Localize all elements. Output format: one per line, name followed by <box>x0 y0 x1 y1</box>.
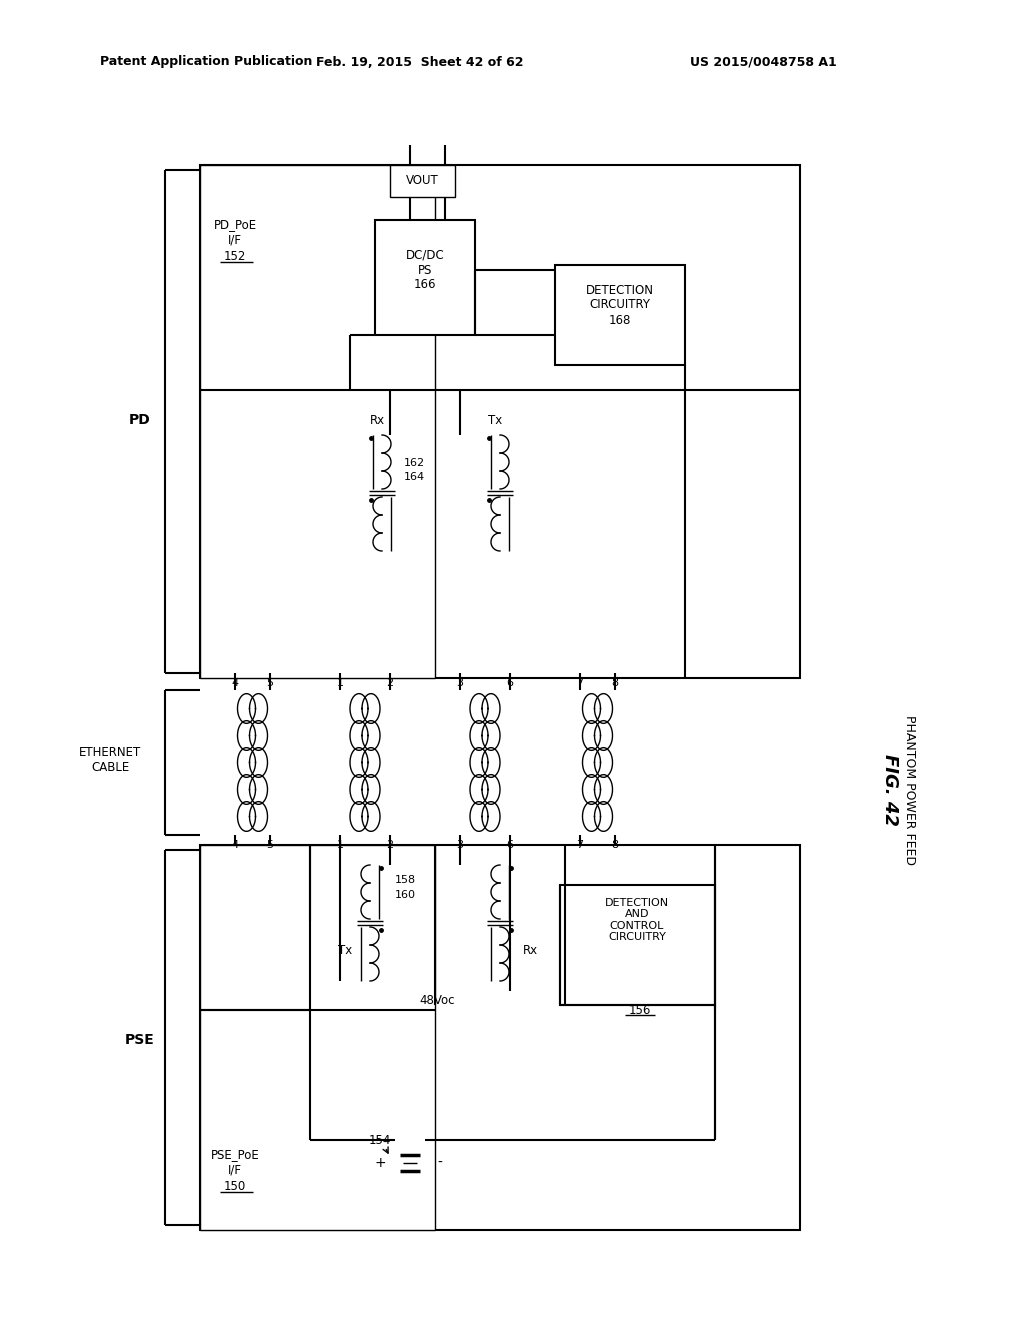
Text: 6: 6 <box>507 678 513 688</box>
Text: 3: 3 <box>457 840 464 850</box>
Bar <box>200 165 435 678</box>
Bar <box>200 845 800 1230</box>
Text: 1: 1 <box>337 678 343 688</box>
Text: DC/DC
PS
166: DC/DC PS 166 <box>406 248 444 292</box>
Text: 152: 152 <box>224 251 246 264</box>
Text: ETHERNET
CABLE: ETHERNET CABLE <box>79 746 141 774</box>
Text: Rx: Rx <box>522 944 538 957</box>
Text: Feb. 19, 2015  Sheet 42 of 62: Feb. 19, 2015 Sheet 42 of 62 <box>316 55 523 69</box>
Text: 5: 5 <box>266 678 273 688</box>
Text: 156: 156 <box>629 1003 651 1016</box>
Text: 162: 162 <box>404 458 425 469</box>
Bar <box>560 884 715 1005</box>
Text: 160: 160 <box>395 890 416 900</box>
Text: 7: 7 <box>577 678 584 688</box>
Text: PSE_PoE: PSE_PoE <box>211 1148 259 1162</box>
Bar <box>200 165 800 678</box>
Text: 164: 164 <box>404 473 425 482</box>
Text: PHANTOM POWER FEED: PHANTOM POWER FEED <box>903 715 916 865</box>
Text: 3: 3 <box>457 678 464 688</box>
Text: VOUT: VOUT <box>406 174 438 187</box>
Text: 48Voc: 48Voc <box>419 994 455 1006</box>
Text: Tx: Tx <box>487 413 502 426</box>
Text: 2: 2 <box>386 678 393 688</box>
Text: Tx: Tx <box>338 944 352 957</box>
Bar <box>390 165 455 197</box>
Text: 150: 150 <box>224 1180 246 1193</box>
Text: I/F: I/F <box>228 1163 242 1176</box>
Text: PD: PD <box>129 413 151 426</box>
Bar <box>375 220 475 335</box>
Text: PSE: PSE <box>125 1034 155 1047</box>
Text: 6: 6 <box>507 840 513 850</box>
Text: DETECTION
AND
CONTROL
CIRCUITRY: DETECTION AND CONTROL CIRCUITRY <box>605 898 669 942</box>
Text: -: - <box>437 1156 442 1170</box>
Bar <box>200 845 435 1230</box>
Text: I/F: I/F <box>228 234 242 247</box>
Text: PD_PoE: PD_PoE <box>213 219 257 231</box>
Text: 7: 7 <box>577 840 584 850</box>
Text: +: + <box>374 1156 386 1170</box>
Text: 158: 158 <box>395 875 416 884</box>
Text: FIG. 42: FIG. 42 <box>881 754 899 826</box>
Text: 4: 4 <box>231 840 239 850</box>
Text: 1: 1 <box>337 840 343 850</box>
Text: 4: 4 <box>231 678 239 688</box>
Text: 8: 8 <box>611 840 618 850</box>
Text: 154: 154 <box>369 1134 391 1147</box>
Text: US 2015/0048758 A1: US 2015/0048758 A1 <box>690 55 837 69</box>
Text: 2: 2 <box>386 840 393 850</box>
Bar <box>555 265 685 366</box>
Text: Patent Application Publication: Patent Application Publication <box>100 55 312 69</box>
Text: Rx: Rx <box>370 413 385 426</box>
Text: 8: 8 <box>611 678 618 688</box>
Text: 5: 5 <box>266 840 273 850</box>
Text: DETECTION
CIRCUITRY
168: DETECTION CIRCUITRY 168 <box>586 284 654 326</box>
